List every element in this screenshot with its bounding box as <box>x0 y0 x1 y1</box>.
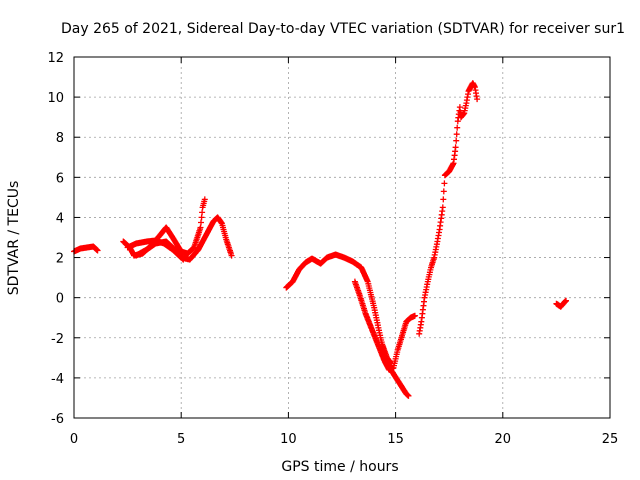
y-tick-label: 0 <box>56 292 64 307</box>
data-point-markers <box>133 238 187 263</box>
y-axis-label: SDTVAR / TECUs <box>6 181 22 296</box>
data-point-markers <box>553 297 569 310</box>
x-tick-label: 10 <box>280 432 297 447</box>
x-tick-label: 5 <box>177 432 185 447</box>
data-point-markers <box>71 243 101 255</box>
data-segment <box>351 278 418 373</box>
data-point-markers <box>379 342 395 367</box>
x-tick-label: 15 <box>387 432 404 447</box>
x-tick-label: 20 <box>495 432 512 447</box>
y-tick-label: -6 <box>51 412 64 427</box>
data-segment <box>71 243 101 255</box>
data-segment <box>416 80 481 337</box>
data-point-markers <box>416 80 481 337</box>
chart-title: Day 265 of 2021, Sidereal Day-to-day VTE… <box>61 21 625 37</box>
data-segment <box>133 238 187 263</box>
y-tick-label: 12 <box>47 51 64 66</box>
data-point-markers <box>120 196 208 259</box>
y-tick-label: 4 <box>56 211 64 226</box>
data-segment <box>283 251 412 399</box>
data-series <box>71 80 569 399</box>
data-segment <box>120 196 208 259</box>
y-tick-label: -4 <box>51 372 64 387</box>
x-axis-label: GPS time / hours <box>281 459 398 475</box>
data-point-markers <box>283 251 412 399</box>
data-segment <box>553 297 569 310</box>
plot-area <box>73 56 611 419</box>
x-tick-label: 0 <box>70 432 78 447</box>
data-point-markers <box>351 278 418 373</box>
grid <box>74 57 610 418</box>
axis-ticks: 0 5 10 15 20 25 -6 -4 -2 0 2 4 6 8 10 12 <box>47 51 618 447</box>
y-tick-label: 6 <box>56 171 64 186</box>
y-tick-label: 10 <box>47 91 64 106</box>
data-segment <box>379 342 395 367</box>
y-tick-label: 2 <box>56 252 64 267</box>
y-tick-label: 8 <box>56 131 64 146</box>
y-tick-label: -2 <box>51 332 64 347</box>
x-tick-label: 25 <box>602 432 619 447</box>
